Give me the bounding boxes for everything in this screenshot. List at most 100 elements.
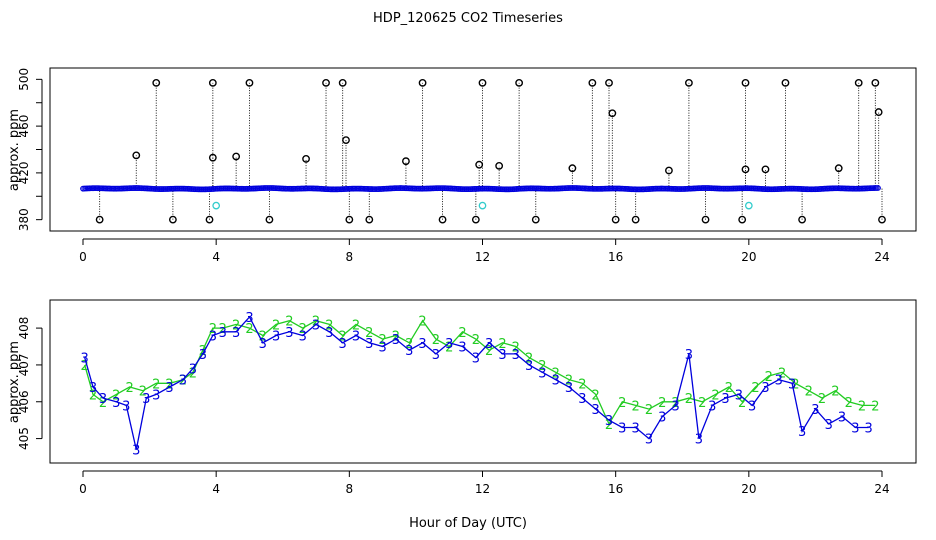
series-2-point-label: 2 (765, 370, 773, 385)
top-panel-raw-co2: 0 4 8 12 16 20 24 380 420 460 500 approx. ppm (7, 67, 917, 264)
series-3-point-label: 3 (811, 403, 819, 418)
outlier-high-point (322, 78, 330, 87)
series-3-point-label: 3 (735, 388, 743, 403)
series-3-point-label: 3 (405, 344, 413, 359)
x-tick-label: 12 (475, 250, 490, 264)
outlier-mid-point (475, 160, 484, 169)
series-3-point-label: 3 (99, 392, 107, 407)
x-tick-label: 8 (346, 482, 354, 496)
x-tick-label: 20 (741, 482, 756, 496)
cyan-point (744, 201, 753, 210)
series-2-point-label: 2 (199, 344, 207, 359)
series-3-point-label: 3 (81, 352, 89, 367)
series-2-point-label: 2 (578, 377, 586, 392)
series-2-point-label: 2 (525, 352, 533, 367)
top-panel-marks (80, 78, 886, 224)
outlier-mid-point (874, 108, 883, 116)
series-2-point-label: 2 (285, 315, 293, 330)
series-3-point-label: 3 (825, 418, 833, 433)
series-2-point-label: 2 (365, 326, 373, 341)
outlier-low-point (701, 215, 710, 224)
series-3-point-label: 3 (365, 337, 373, 352)
outlier-mid-point (741, 165, 750, 174)
outlier-low-point (738, 215, 747, 224)
series-2-point-label: 2 (339, 329, 347, 344)
series-3-point-label: 3 (775, 374, 783, 389)
series-3-point-label: 3 (189, 363, 197, 378)
series-3-point-label: 3 (592, 403, 600, 418)
series-2-point-label: 2 (432, 333, 440, 348)
outlier-mid-point (132, 151, 141, 160)
series-3-point-label: 3 (748, 399, 756, 414)
series-3-point-label: 3 (565, 381, 573, 396)
series-2-point-label: 2 (698, 396, 706, 411)
top-panel-frame (49, 67, 917, 232)
series-2-point-label: 2 (512, 341, 520, 356)
outlier-high-point (152, 78, 161, 87)
series-3-line (84, 315, 869, 450)
outlier-low-point (345, 215, 354, 224)
baseline-point (875, 185, 881, 191)
series-3-point-label: 3 (798, 425, 806, 440)
cyan-point (212, 201, 221, 210)
outlier-high-point (588, 78, 597, 87)
series-2-point-label: 2 (112, 388, 120, 403)
series-2-point-label: 2 (738, 396, 746, 411)
outlier-high-point (478, 78, 487, 87)
outlier-high-point (854, 78, 863, 87)
series-3-point-label: 3 (152, 388, 160, 403)
series-2-point-label: 2 (658, 396, 666, 411)
series-2-point-label: 2 (245, 322, 253, 337)
outlier-high-point (245, 78, 254, 87)
y-tick-label: 460 (17, 115, 31, 138)
bottom-panel-axes: 0 4 8 12 16 20 24 405 406 407 408 (17, 317, 890, 496)
series-2-point-label: 2 (685, 392, 693, 407)
series-2-point-label: 2 (99, 396, 107, 411)
outlier-mid-point (608, 109, 617, 118)
series-2-point-label: 2 (392, 329, 400, 344)
x-tick-label: 4 (212, 482, 220, 496)
y-tick-label: 408 (17, 317, 31, 340)
series-2-point-label: 2 (272, 318, 280, 333)
outlier-mid-point (342, 136, 350, 145)
bottom-panel-ylabel: approx. ppm (7, 341, 22, 423)
x-tick-label: 20 (741, 250, 756, 264)
series-2-point-label: 2 (152, 377, 160, 392)
outlier-high-point (515, 78, 524, 87)
series-3-point-label: 3 (658, 410, 666, 425)
outlier-low-point (265, 215, 274, 224)
series-3-point-label: 3 (788, 377, 796, 392)
series-2-point-label: 2 (751, 381, 759, 396)
outlier-high-point (418, 78, 427, 87)
series-3-point-label: 3 (525, 359, 533, 374)
series-2-point-label: 2 (179, 374, 187, 389)
series-3-point-label: 3 (285, 326, 293, 341)
series-3-point-label: 3 (245, 311, 253, 326)
outlier-mid-point (761, 165, 770, 174)
series-3-point-label: 3 (112, 396, 120, 411)
outlier-mid-point (232, 152, 241, 161)
outlier-mid-point (402, 157, 410, 166)
series-3-point-label: 3 (325, 326, 333, 341)
series-3-point-label: 3 (272, 329, 280, 344)
outlier-high-point (338, 78, 347, 87)
series-2-point-label: 2 (845, 396, 853, 411)
bottom-panel-smoothed-co2: 22 2 2 2 2 2 2 2 222 2 2 2 22 2 2 2 222 2 2 2 222 22 22 2 22 2 2 2 2… (7, 299, 917, 496)
series-2-point-label: 2 (299, 322, 307, 337)
top-panel-ylabel: approx. ppm (7, 109, 22, 191)
series-3-point-label: 3 (838, 410, 846, 425)
y-tick-label: 380 (17, 208, 31, 231)
series-2-point-label: 2 (592, 388, 600, 403)
series-3-point-label: 3 (339, 337, 347, 352)
series-3-point-label: 3 (179, 374, 187, 389)
y-tick-label: 500 (17, 68, 31, 91)
series-2-point-label: 2 (605, 418, 613, 433)
series-2-point-label: 2 (165, 377, 173, 392)
series-2-point-label: 2 (552, 366, 560, 381)
series-3-point-label: 3 (721, 392, 729, 407)
x-axis-label: Hour of Day (UTC) (409, 516, 527, 531)
series-3-point-label: 3 (392, 333, 400, 348)
series-2-point-label: 2 (871, 399, 879, 414)
series-2-point-label: 2 (618, 396, 626, 411)
series-2-point-label: 2 (352, 318, 360, 333)
